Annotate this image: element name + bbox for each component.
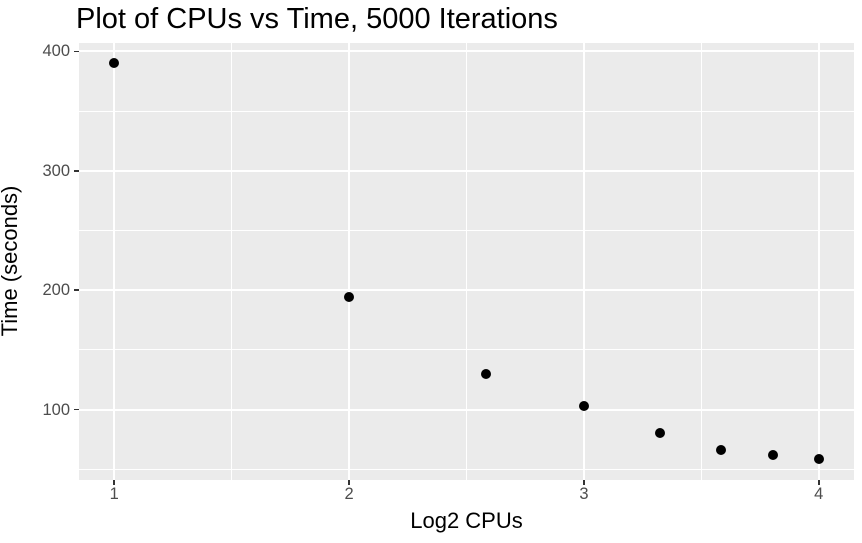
y-tick-label: 400	[42, 42, 70, 61]
y-major-gridline	[79, 408, 854, 411]
y-tick-label: 300	[42, 161, 70, 180]
y-tick-mark	[74, 170, 79, 172]
y-tick-mark	[74, 408, 79, 411]
data-point	[716, 445, 727, 456]
y-major-gridline	[79, 289, 854, 292]
x-tick-mark	[818, 480, 820, 485]
chart-title: Plot of CPUs vs Time, 5000 Iterations	[76, 3, 558, 35]
x-tick-mark	[113, 480, 115, 485]
x-major-gridline	[817, 43, 820, 480]
data-point	[344, 292, 355, 303]
x-tick-label: 2	[344, 485, 354, 503]
data-point	[578, 400, 589, 411]
x-tick-label: 1	[109, 485, 119, 503]
data-point	[109, 58, 120, 69]
y-axis-title-text: Time (seconds)	[0, 185, 22, 337]
x-minor-gridline	[700, 43, 702, 480]
data-point	[654, 428, 665, 439]
x-major-gridline	[348, 43, 351, 480]
data-point	[813, 453, 824, 464]
x-major-gridline	[582, 43, 585, 480]
data-point	[481, 368, 492, 379]
y-tick-mark	[74, 289, 79, 291]
y-major-gridline	[79, 50, 854, 53]
y-major-gridline	[79, 169, 854, 172]
x-major-gridline	[113, 43, 116, 480]
x-tick-label: 4	[814, 485, 824, 503]
x-tick-mark	[583, 480, 585, 485]
x-tick-mark	[348, 480, 350, 485]
y-tick-label: 100	[42, 400, 70, 419]
data-point	[768, 449, 779, 460]
y-tick-label: 200	[42, 281, 70, 300]
x-tick-label: 3	[579, 485, 589, 503]
x-minor-gridline	[466, 43, 467, 480]
x-axis-title: Log2 CPUs	[410, 508, 523, 533]
y-tick-mark	[74, 50, 79, 53]
plot-panel	[79, 43, 854, 480]
x-minor-gridline	[231, 43, 233, 480]
